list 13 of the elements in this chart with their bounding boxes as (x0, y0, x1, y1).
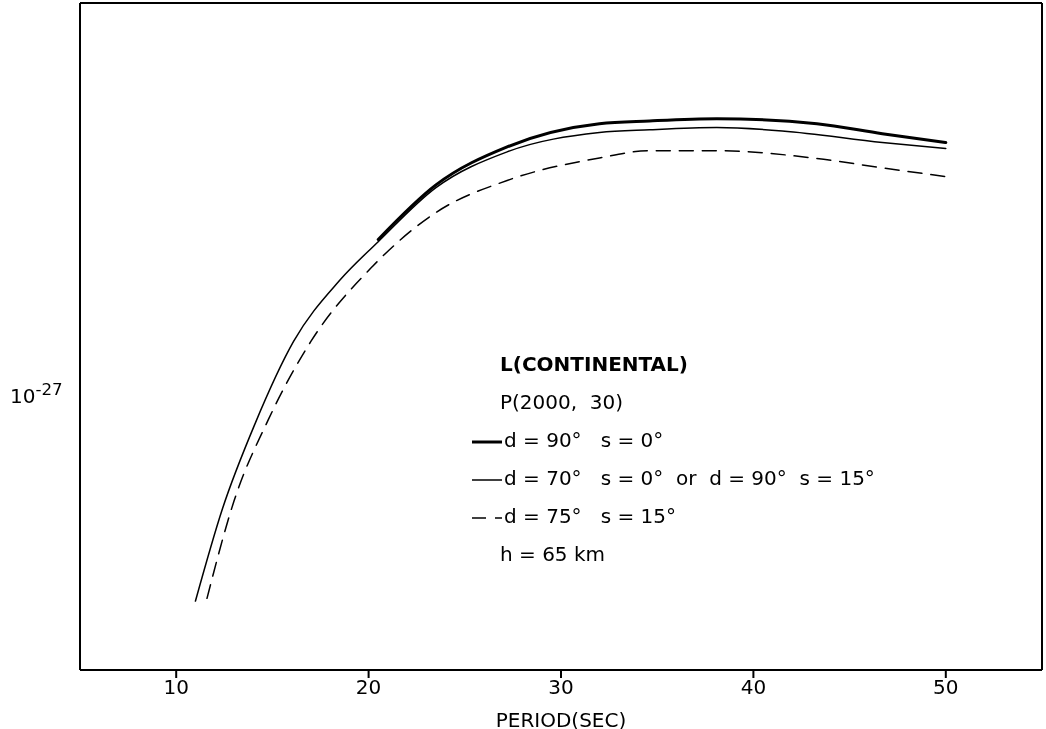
legend-label: d = 90° s = 0° (503, 427, 665, 454)
legend-label: d = 75° s = 15° (503, 503, 678, 530)
annotation: L(CONTINENTAL) (499, 351, 689, 378)
text: 10$^{-27}$ (10, 380, 63, 408)
x-tick-label: 40 (740, 675, 767, 700)
x-tick-label: 30 (548, 675, 574, 700)
x-tick-label: 20 (355, 675, 382, 700)
annotation: h = 65 km (499, 541, 607, 568)
annotation: P(2000, 30) (499, 389, 625, 416)
x-tick-label: 50 (933, 675, 959, 700)
x-axis-title: PERIOD(SEC) (495, 708, 627, 729)
legend-label: d = 70° s = 0° or d = 90° s = 15° (503, 465, 875, 492)
x-tick-label: 10 (163, 675, 189, 700)
